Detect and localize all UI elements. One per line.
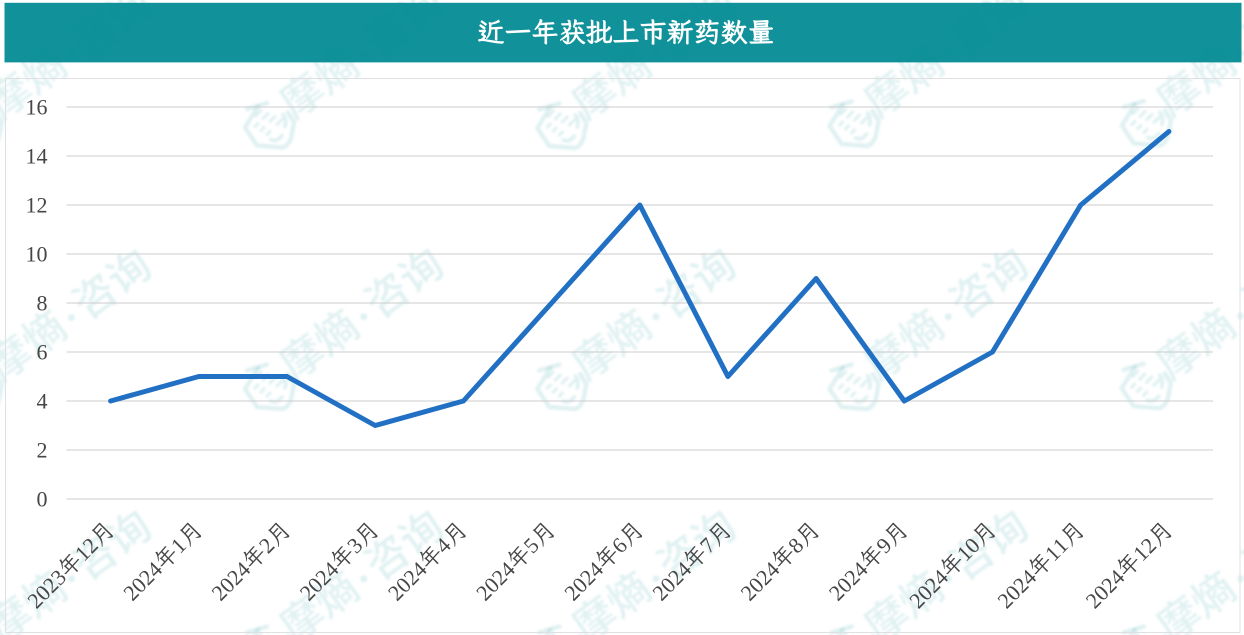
svg-text:2: 2 (37, 438, 48, 463)
svg-text:6: 6 (37, 340, 48, 365)
svg-text:4: 4 (37, 389, 48, 414)
svg-text:14: 14 (26, 144, 48, 169)
svg-text:8: 8 (37, 291, 48, 316)
svg-text:12: 12 (26, 193, 48, 218)
svg-text:0: 0 (37, 487, 48, 512)
svg-text:10: 10 (26, 242, 48, 267)
svg-text:16: 16 (26, 95, 48, 120)
